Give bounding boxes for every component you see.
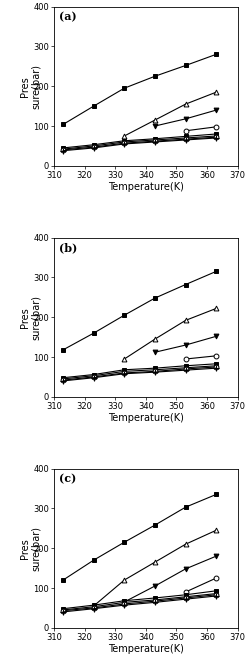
X-axis label: Temperature(K): Temperature(K) <box>108 644 184 654</box>
Text: (c): (c) <box>59 473 77 485</box>
X-axis label: Temperature(K): Temperature(K) <box>108 182 184 192</box>
Y-axis label: Pres
sure(bar): Pres sure(bar) <box>20 295 41 339</box>
Text: (a): (a) <box>59 11 77 22</box>
Y-axis label: Pres
sure(bar): Pres sure(bar) <box>20 526 41 571</box>
Text: (b): (b) <box>59 243 78 253</box>
Y-axis label: Pres
sure(bar): Pres sure(bar) <box>20 63 41 109</box>
X-axis label: Temperature(K): Temperature(K) <box>108 413 184 424</box>
